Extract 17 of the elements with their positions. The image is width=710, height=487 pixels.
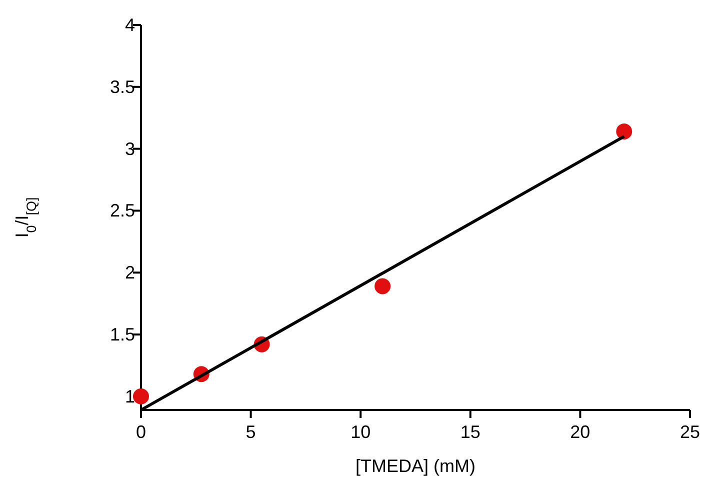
y-tick-label: 1 <box>124 386 135 406</box>
y-tick-label: 1.5 <box>110 324 135 344</box>
x-tick-label: 10 <box>350 422 371 442</box>
x-tick-label: 20 <box>570 422 590 442</box>
point <box>374 278 391 294</box>
x-tick-label: 5 <box>246 422 256 442</box>
y-tick-label: 3.5 <box>110 76 135 97</box>
point <box>616 123 632 140</box>
y-tick-label: 2 <box>124 262 135 283</box>
x-tick-label: 0 <box>136 422 146 442</box>
y-tick-label: 3 <box>124 138 135 159</box>
y-tick-label: 4 <box>124 15 135 35</box>
point <box>133 388 149 404</box>
y-tick-label: 2.5 <box>110 200 135 221</box>
x-tick-label: 15 <box>460 422 480 442</box>
x-tick-label: 25 <box>680 422 700 442</box>
x-axis-title: [TMEDA] (mM) <box>356 456 476 476</box>
